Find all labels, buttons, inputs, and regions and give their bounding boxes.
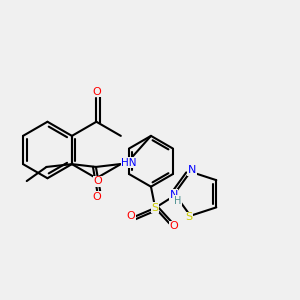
Text: N: N [188,165,196,175]
Text: O: O [92,87,101,97]
Text: S: S [152,203,159,213]
Text: O: O [93,192,102,202]
Text: O: O [94,176,102,186]
Text: S: S [185,212,193,222]
Text: HN: HN [122,158,137,168]
Text: H: H [175,196,182,206]
Text: N: N [169,190,178,200]
Text: O: O [169,221,178,231]
Text: O: O [127,212,135,221]
